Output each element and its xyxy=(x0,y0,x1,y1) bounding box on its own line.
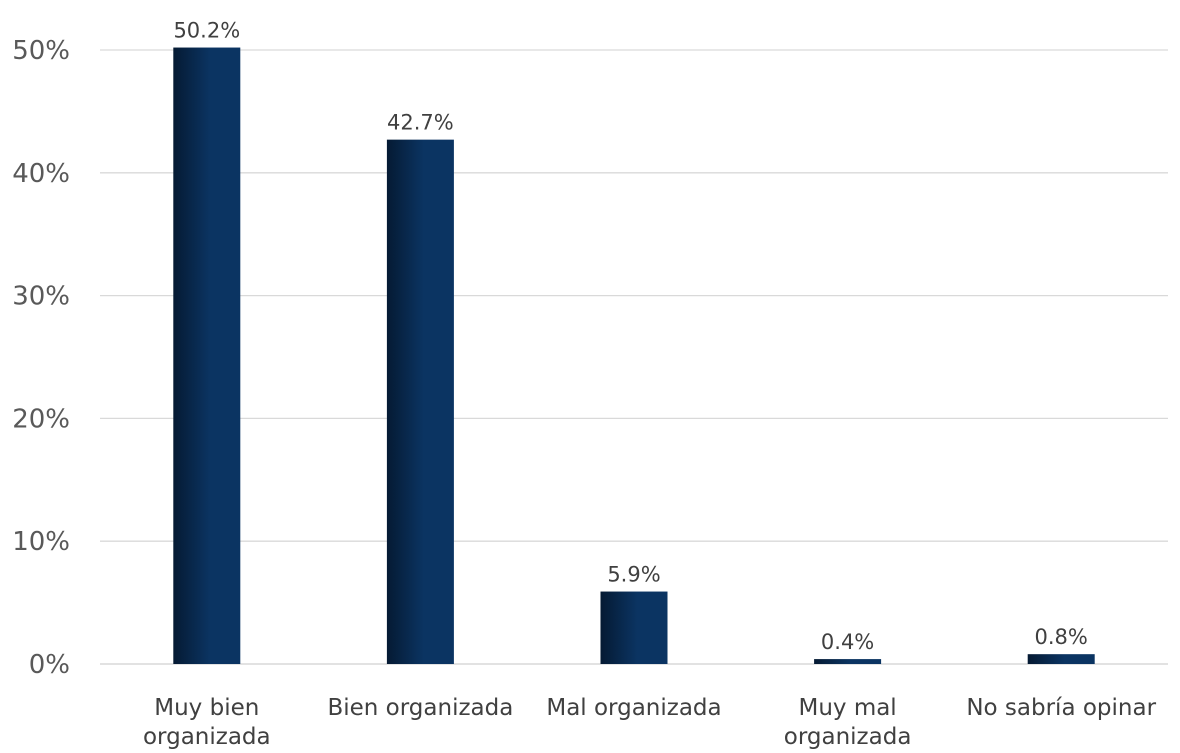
category-label: No sabría opinar xyxy=(966,695,1156,721)
data-label: 0.8% xyxy=(1035,625,1088,649)
category-label: organizada xyxy=(784,724,912,750)
data-label: 5.9% xyxy=(607,563,660,587)
bar xyxy=(600,591,668,664)
category-label: Mal organizada xyxy=(546,695,721,721)
bars xyxy=(173,47,1095,665)
y-tick-label: 0% xyxy=(29,650,70,680)
data-label: 0.4% xyxy=(821,630,874,654)
data-label: 50.2% xyxy=(173,19,240,43)
y-tick-label: 50% xyxy=(12,36,70,66)
category-label: Muy mal xyxy=(798,695,896,721)
category-label: Bien organizada xyxy=(327,695,513,721)
bar xyxy=(386,139,454,665)
bar xyxy=(1027,654,1095,664)
bar xyxy=(814,659,882,664)
gridlines xyxy=(100,49,1168,665)
category-label: organizada xyxy=(143,724,271,750)
y-tick-label: 20% xyxy=(12,404,70,434)
bar xyxy=(173,47,241,664)
data-labels: 50.2% 42.7% 5.9% 0.4% 0.8% xyxy=(173,19,1087,655)
y-axis-tick-labels: 0% 10% 20% 30% 40% 50% xyxy=(12,36,70,680)
y-tick-label: 30% xyxy=(12,282,70,312)
category-labels: Muy bien organizada Bien organizada Mal org… xyxy=(143,695,1157,750)
y-tick-label: 40% xyxy=(12,159,70,189)
y-tick-label: 10% xyxy=(12,527,70,557)
category-label: Muy bien xyxy=(154,695,259,721)
data-label: 42.7% xyxy=(387,111,454,135)
